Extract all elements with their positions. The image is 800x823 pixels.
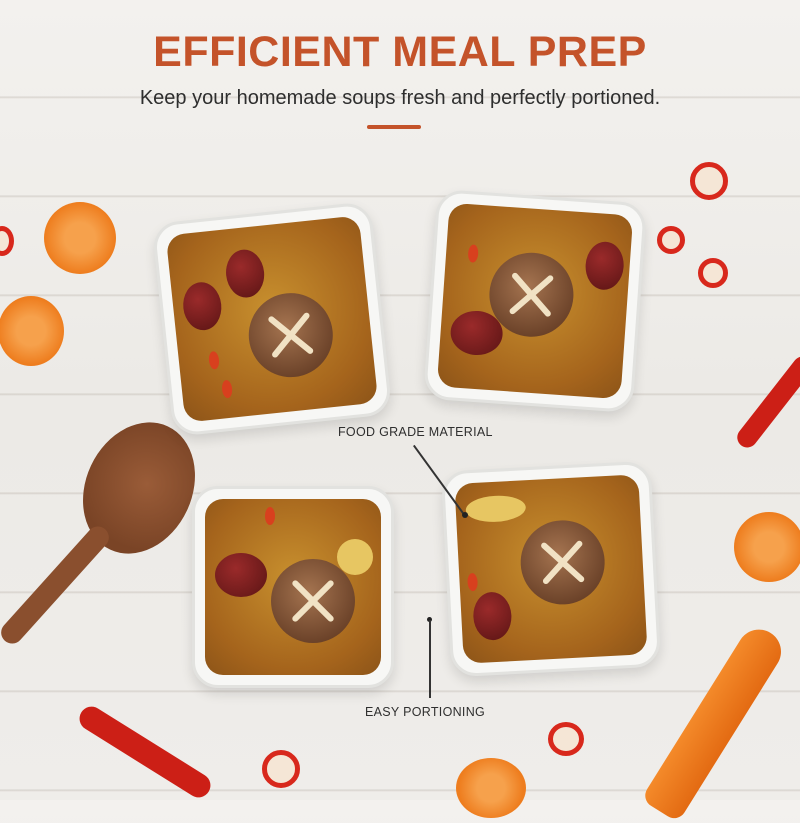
- divider: [367, 125, 421, 129]
- goji-berry-image: [467, 244, 479, 263]
- wooden-spoon-handle-image: [0, 521, 114, 649]
- chili-pepper-image: [75, 702, 215, 802]
- callout-dot: [427, 617, 432, 622]
- jujube-image: [583, 240, 626, 292]
- mushroom-image: [518, 518, 607, 607]
- chili-ring-image: [698, 258, 728, 288]
- soup-image: [454, 474, 648, 664]
- soup-container-bottom-right: [440, 460, 662, 678]
- soup-container-bottom-left: [192, 486, 394, 688]
- chili-pepper-image: [733, 352, 800, 452]
- jujube-image: [223, 247, 267, 300]
- carrot-slice-image: [734, 512, 800, 582]
- soup-container-top-left: [151, 201, 393, 437]
- jujube-image: [215, 553, 267, 597]
- mushroom-image: [244, 288, 337, 382]
- carrot-slice-image: [44, 202, 116, 274]
- callout-food-grade-material: FOOD GRADE MATERIAL: [338, 425, 493, 439]
- headline: EFFICIENT MEAL PREP: [153, 28, 647, 76]
- chili-ring-image: [262, 750, 300, 788]
- carrot-image: [640, 621, 790, 823]
- soup-image: [165, 215, 379, 423]
- chili-ring-image: [548, 722, 584, 756]
- goji-berry-image: [208, 350, 220, 370]
- carrot-slice-image: [456, 758, 526, 818]
- soup-container-top-right: [422, 188, 648, 414]
- goji-berry-image: [467, 572, 479, 592]
- ginger-slice-image: [337, 539, 373, 575]
- chili-ring-image: [657, 226, 685, 254]
- goji-berry-image: [265, 507, 275, 525]
- soup-image: [205, 499, 381, 675]
- callout-dot: [462, 512, 468, 518]
- goji-berry-image: [221, 379, 233, 399]
- jujube-image: [180, 280, 224, 333]
- carrot-slice-image: [0, 296, 64, 366]
- chili-ring-image: [690, 162, 728, 200]
- chili-ring-image: [0, 226, 14, 256]
- mushroom-image: [271, 559, 355, 643]
- ginger-slice-image: [465, 494, 527, 524]
- callout-leader-line: [429, 620, 431, 698]
- subheadline: Keep your homemade soups fresh and perfe…: [139, 87, 661, 109]
- jujube-image: [472, 591, 513, 642]
- callout-easy-portioning: EASY PORTIONING: [365, 705, 486, 719]
- soup-image: [436, 202, 634, 400]
